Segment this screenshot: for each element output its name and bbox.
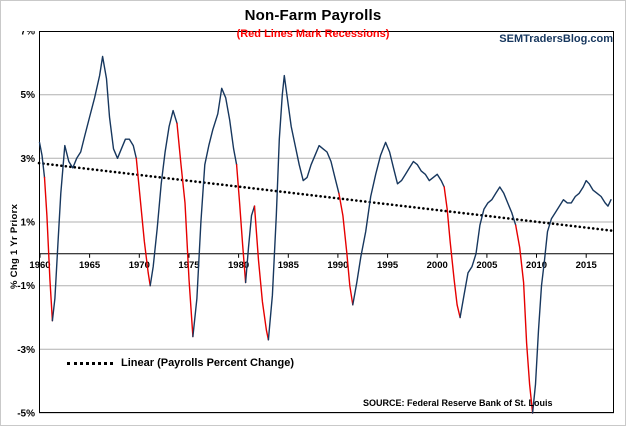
y-tick-label: -1% xyxy=(17,281,35,292)
payrolls-line-segment xyxy=(38,141,46,179)
x-tick-label: 2015 xyxy=(576,260,598,271)
x-tick-label: 1965 xyxy=(79,260,101,271)
payrolls-line-segment xyxy=(149,109,178,287)
x-tick-label: 1990 xyxy=(327,260,348,271)
payrolls-line-segment xyxy=(267,74,340,341)
payrolls-line-segment xyxy=(531,179,612,414)
x-tick-label: 2005 xyxy=(476,260,498,271)
y-tick-label: 5% xyxy=(21,90,36,101)
x-tick-label: 1985 xyxy=(278,260,300,271)
source-note: SOURCE: Federal Reserve Bank of St. Loui… xyxy=(363,398,553,408)
payrolls-chart: 1960 1965 1970 1975 1980 1985 1990 1995 2000 2005… xyxy=(17,31,616,420)
y-axis-label: % Chg 1 Yr Priorx xyxy=(9,203,20,289)
x-tick-label: 2000 xyxy=(427,260,448,271)
legend-label: Linear (Payrolls Percent Change) xyxy=(121,357,294,369)
dotted-line-legend-icon xyxy=(67,361,113,365)
payrolls-line-segment xyxy=(192,87,238,338)
plot-frame xyxy=(39,31,614,413)
chart-subtitle: (Red Lines Mark Recessions) xyxy=(236,28,390,40)
recession-line-segment xyxy=(235,163,247,284)
trendline-legend: Linear (Payrolls Percent Change) xyxy=(67,357,294,369)
x-tick-label: 1975 xyxy=(178,260,200,271)
payrolls-line-segment xyxy=(352,141,445,306)
recession-line-segment xyxy=(43,176,54,322)
payrolls-line-segment xyxy=(244,205,256,284)
y-tick-label: 7% xyxy=(21,31,36,38)
x-tick-label: 1970 xyxy=(129,260,150,271)
chart-title: Non-Farm Payrolls xyxy=(244,7,382,24)
recession-line-segment xyxy=(135,157,151,287)
payrolls-line-segment xyxy=(459,186,517,319)
recession-line-segment xyxy=(443,186,461,319)
x-tick-label: 1960 xyxy=(29,260,50,271)
recession-line-segment xyxy=(338,192,354,306)
x-tick-label: 1980 xyxy=(228,260,249,271)
recession-line-segment xyxy=(176,122,194,338)
y-tick-label: -5% xyxy=(17,409,35,420)
y-tick-label: -3% xyxy=(17,345,35,356)
linear-trend-line xyxy=(37,161,616,233)
x-tick-label: 2010 xyxy=(526,260,547,271)
payrolls-line-segment xyxy=(51,55,138,322)
watermark-semtradersblog: SEMTradersBlog.com xyxy=(499,33,613,45)
x-tick-label: 1995 xyxy=(377,260,399,271)
recession-line-segment xyxy=(515,224,534,414)
y-tick-label: 1% xyxy=(21,218,36,229)
recession-line-segment xyxy=(253,205,270,341)
y-tick-label: 3% xyxy=(21,154,36,165)
